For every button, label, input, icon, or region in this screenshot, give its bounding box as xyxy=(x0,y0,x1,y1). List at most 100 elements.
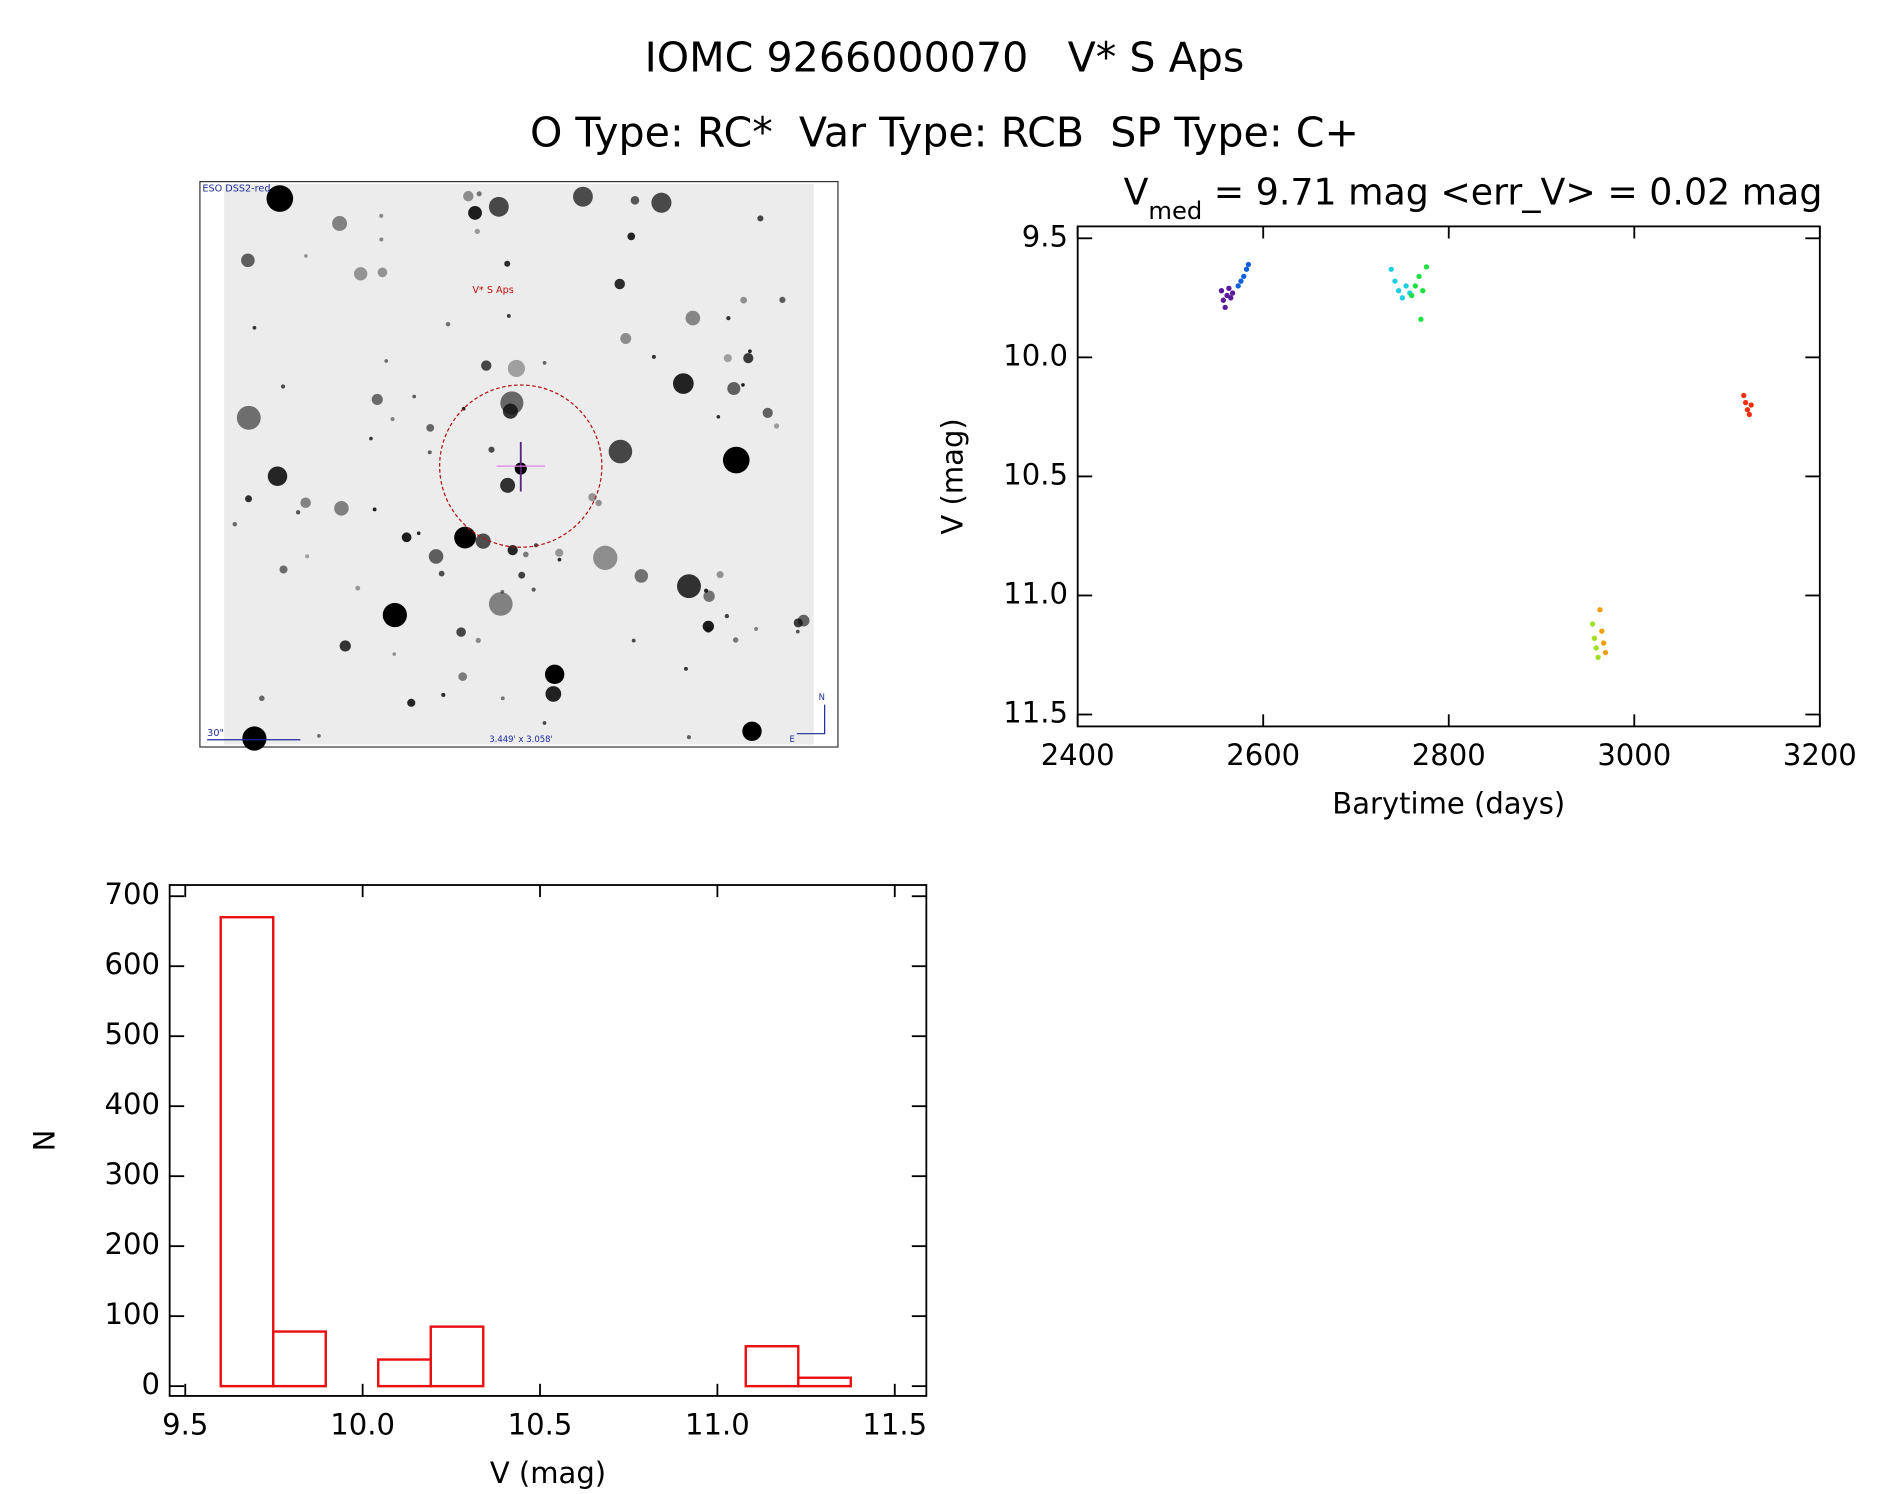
point xyxy=(1243,266,1250,272)
star xyxy=(456,627,466,637)
star xyxy=(779,296,786,303)
star xyxy=(445,321,451,327)
x-axis-label: V (mag) xyxy=(490,1456,606,1490)
star xyxy=(754,626,758,631)
star xyxy=(468,206,482,220)
star xyxy=(438,570,445,577)
point xyxy=(1742,399,1749,406)
star xyxy=(620,333,632,345)
star xyxy=(232,521,238,527)
star xyxy=(726,316,731,321)
star xyxy=(382,602,407,628)
star xyxy=(555,548,564,557)
y-tick-label: 300 xyxy=(105,1157,160,1191)
point xyxy=(1741,392,1747,399)
star xyxy=(595,499,602,507)
star xyxy=(441,692,446,698)
star xyxy=(542,721,547,725)
star xyxy=(481,360,492,371)
star xyxy=(732,637,739,643)
star xyxy=(475,533,491,549)
star xyxy=(673,373,694,394)
star xyxy=(634,569,649,583)
point xyxy=(1602,649,1609,656)
point xyxy=(1744,407,1751,413)
title: IOMC 9266000070 V* S Aps xyxy=(645,34,1245,82)
x-tick-label: 3200 xyxy=(1783,738,1857,772)
star xyxy=(614,278,625,290)
star xyxy=(631,638,636,643)
star xyxy=(742,721,762,741)
star xyxy=(488,196,509,217)
star xyxy=(542,361,547,365)
point xyxy=(1601,640,1607,646)
title-part: = 9.71 mag <err_V> = 0.02 mag xyxy=(1202,171,1822,214)
star xyxy=(426,423,435,432)
point xyxy=(1229,290,1236,296)
star xyxy=(740,296,748,304)
point xyxy=(1591,635,1598,641)
star xyxy=(334,501,349,516)
point xyxy=(1746,411,1752,418)
y-axis-label: V (mag) xyxy=(936,418,970,534)
scale-label: 30" xyxy=(207,728,224,739)
bar xyxy=(272,1330,327,1388)
x-tick-label: 9.5 xyxy=(162,1408,208,1442)
star xyxy=(544,664,565,685)
size-label: 3.449' x 3.058' xyxy=(489,734,553,744)
point xyxy=(1392,278,1398,284)
y-tick-label: 11.0 xyxy=(1003,576,1068,610)
x-tick-label: 11.5 xyxy=(862,1408,927,1442)
point xyxy=(1593,645,1599,651)
point xyxy=(1388,266,1394,272)
star xyxy=(686,735,692,740)
north-label: N xyxy=(819,692,825,702)
star xyxy=(651,192,672,213)
star xyxy=(651,354,656,359)
point xyxy=(1226,285,1232,291)
star xyxy=(305,554,310,559)
x-tick-label: 10.5 xyxy=(508,1408,573,1442)
y-tick-label: 10.0 xyxy=(1003,338,1068,372)
star xyxy=(630,196,640,205)
star xyxy=(377,267,388,278)
star xyxy=(371,393,383,405)
y-tick-label: 400 xyxy=(105,1087,160,1121)
star xyxy=(507,544,518,556)
star xyxy=(741,383,745,387)
star xyxy=(332,215,348,231)
star xyxy=(684,666,688,671)
star xyxy=(531,587,536,592)
point xyxy=(1235,283,1241,289)
y-axis-label: N xyxy=(28,1130,62,1152)
star xyxy=(300,497,311,508)
point xyxy=(1220,297,1226,303)
star xyxy=(716,414,721,419)
star xyxy=(412,394,417,399)
survey-label: ESO DSS2-red xyxy=(202,183,270,194)
star xyxy=(723,354,732,363)
star xyxy=(506,314,511,318)
y-tick-label: 100 xyxy=(105,1297,160,1331)
star xyxy=(390,416,395,422)
title-part: V xyxy=(1124,171,1149,214)
point xyxy=(1748,402,1754,408)
y-tick-label: 500 xyxy=(105,1017,160,1051)
point xyxy=(1423,264,1430,270)
star xyxy=(545,686,562,702)
star xyxy=(500,391,524,415)
star xyxy=(317,733,321,738)
point xyxy=(1228,295,1234,301)
point xyxy=(1595,654,1601,661)
x-tick-label: 3000 xyxy=(1597,738,1671,772)
star xyxy=(339,640,351,652)
star xyxy=(454,526,476,549)
star xyxy=(259,695,265,702)
star xyxy=(488,592,513,616)
point xyxy=(1399,295,1406,301)
target-circle xyxy=(439,384,603,548)
y-tick-label: 0 xyxy=(141,1367,159,1401)
star xyxy=(416,531,421,536)
point xyxy=(1599,628,1605,634)
